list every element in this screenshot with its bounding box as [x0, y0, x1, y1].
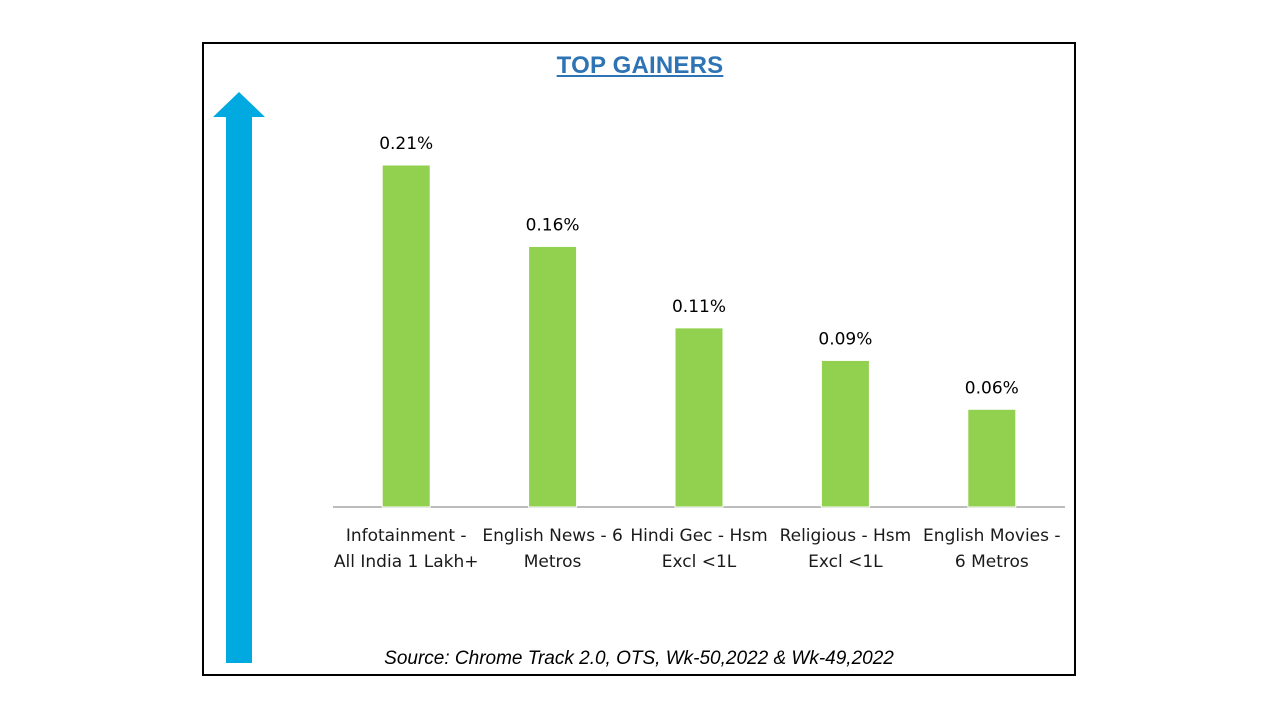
bar-2: [528, 245, 578, 508]
chart-title: TOP GAINERS: [556, 52, 724, 79]
category-label-1-line-1: Infotainment -: [346, 526, 467, 546]
data-label-2: 0.16%: [526, 215, 580, 235]
category-label-4-line-2: Excl <1L: [808, 552, 883, 572]
data-label-3: 0.11%: [672, 297, 726, 317]
data-label-5: 0.06%: [965, 378, 1019, 398]
chart-frame: [202, 42, 1076, 676]
category-label-3-line-1: Hindi Gec - Hsm: [630, 526, 767, 546]
data-label-4: 0.09%: [818, 329, 872, 349]
bar-1: [381, 164, 431, 508]
category-label-5-line-2: 6 Metros: [955, 552, 1029, 572]
source-note: Source: Chrome Track 2.0, OTS, Wk-50,202…: [384, 648, 894, 669]
bar-4: [820, 359, 870, 508]
up-arrow-icon: [213, 92, 265, 663]
category-label-5-line-1: English Movies -: [923, 526, 1061, 546]
data-label-1: 0.21%: [379, 134, 433, 154]
category-label-4-line-1: Religious - Hsm: [780, 526, 912, 546]
bar-3: [674, 327, 724, 508]
category-label-2-line-1: English News - 6: [482, 526, 622, 546]
bar-5: [967, 408, 1017, 508]
category-label-1-line-2: All India 1 Lakh+: [334, 552, 479, 572]
category-label-2-line-2: Metros: [524, 552, 582, 572]
category-label-3-line-2: Excl <1L: [662, 552, 737, 572]
